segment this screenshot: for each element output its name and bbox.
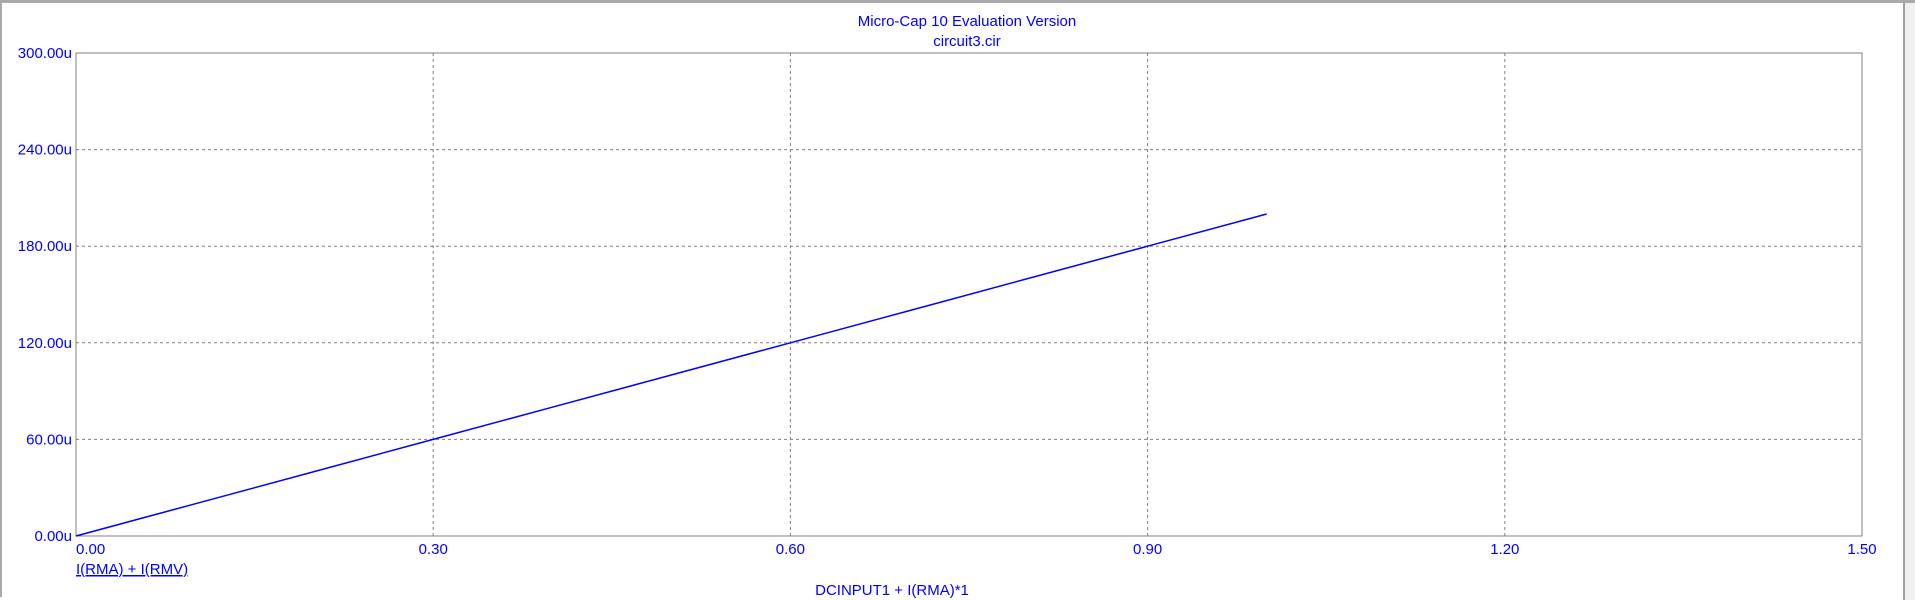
traces	[75, 213, 1267, 537]
x-tick-label: 0.60	[776, 541, 805, 558]
x-tick-label: 0.90	[1133, 541, 1162, 558]
y-tick-label: 120.00u	[18, 335, 72, 352]
x-tick-label: 0.30	[419, 541, 448, 558]
y-tick-label: 0.00u	[34, 528, 72, 545]
window-edge	[1903, 3, 1915, 600]
y-tick-labels: 0.00u 60.00u 120.00u 180.00u 240.00u 300.00u	[18, 45, 72, 545]
x-tick-label: 1.20	[1490, 541, 1519, 558]
chart-title: Micro-Cap 10 Evaluation Version	[858, 13, 1076, 30]
trace-expression-label[interactable]: I(RMA) + I(RMV)	[76, 561, 188, 578]
y-tick-label: 60.00u	[26, 431, 72, 448]
analysis-plot: Micro-Cap 10 Evaluation Version circuit3…	[18, 13, 1877, 599]
plot-frame	[75, 52, 1863, 537]
x-tick-label: 1.50	[1847, 541, 1876, 558]
x-axis-label: DCINPUT1 + I(RMA)*1	[815, 582, 969, 599]
trace-line-0	[75, 213, 1267, 537]
chart-subtitle: circuit3.cir	[933, 33, 1001, 50]
grid-lines	[76, 53, 1862, 536]
y-tick-label: 240.00u	[18, 142, 72, 159]
y-tick-label: 300.00u	[18, 45, 72, 62]
y-tick-label: 180.00u	[18, 238, 72, 255]
x-tick-labels: 0.00 0.30 0.60 0.90 1.20 1.50	[76, 541, 1877, 558]
x-tick-label: 0.00	[76, 541, 105, 558]
